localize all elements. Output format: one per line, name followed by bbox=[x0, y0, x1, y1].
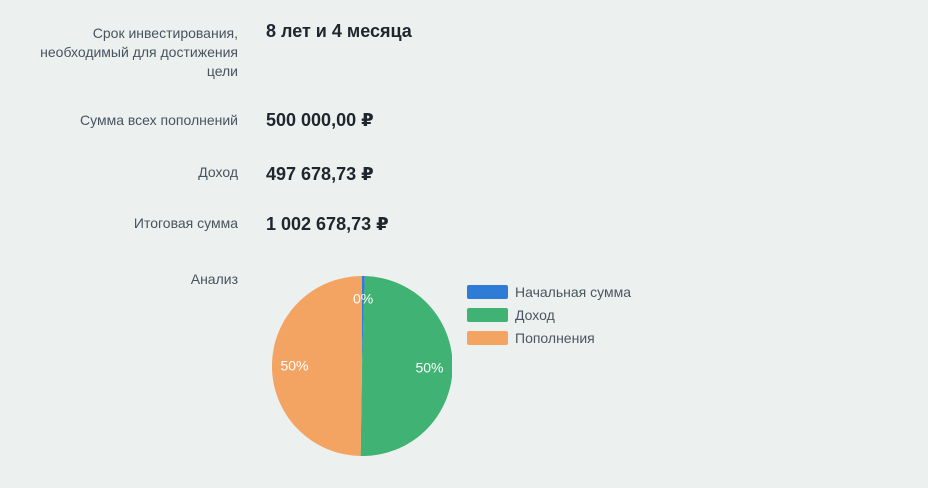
legend-item-income[interactable]: Доход bbox=[467, 308, 631, 322]
result-label-total: Итоговая сумма bbox=[133, 215, 238, 231]
pie-slice-percent-label: 50% bbox=[415, 360, 443, 376]
legend-label: Доход bbox=[515, 307, 555, 323]
chart-legend: Начальная сумма Доход Пополнения bbox=[467, 285, 631, 354]
result-label-contributions: Сумма всех пополнений bbox=[79, 112, 238, 128]
legend-label: Пополнения bbox=[515, 330, 595, 346]
result-value-term: 8 лет и 4 месяца bbox=[266, 21, 412, 41]
result-value-income: 497 678,73 ₽ bbox=[266, 164, 374, 184]
legend-swatch bbox=[467, 308, 508, 322]
pie-slice[interactable] bbox=[272, 276, 362, 456]
legend-label: Начальная сумма bbox=[515, 284, 631, 300]
analysis-label: Анализ bbox=[190, 271, 238, 287]
pie-slice[interactable] bbox=[362, 276, 365, 366]
legend-swatch bbox=[467, 285, 508, 299]
legend-item-contributions[interactable]: Пополнения bbox=[467, 331, 631, 345]
result-value-contributions: 500 000,00 ₽ bbox=[266, 110, 374, 130]
pie-slice[interactable] bbox=[360, 276, 452, 456]
analysis-pie-chart[interactable]: 0% 50% 50% bbox=[272, 276, 452, 456]
pie-slice-percent-label: 0% bbox=[353, 290, 373, 306]
result-label-income: Доход bbox=[198, 164, 238, 180]
pie-slice-percent-label: 50% bbox=[280, 357, 308, 373]
result-label-term: Срок инвестирования, необходимый для дос… bbox=[40, 25, 238, 79]
legend-item-initial-sum[interactable]: Начальная сумма bbox=[467, 285, 631, 299]
legend-swatch bbox=[467, 331, 508, 345]
result-value-total: 1 002 678,73 ₽ bbox=[266, 214, 389, 234]
